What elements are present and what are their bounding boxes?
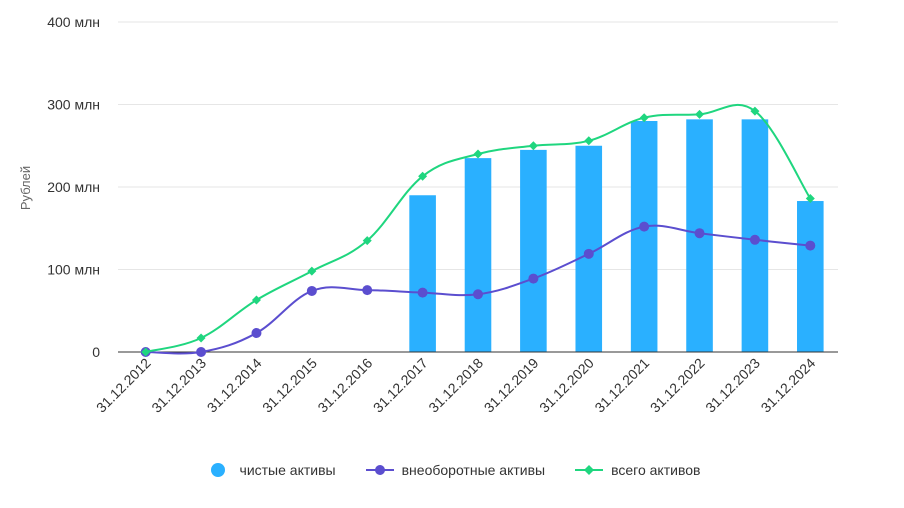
line-point[interactable] — [473, 149, 483, 159]
bar[interactable] — [520, 149, 547, 352]
y-tick-label: 0 — [92, 344, 100, 360]
line-point[interactable] — [196, 347, 207, 357]
legend-label: чистые активы — [239, 462, 336, 478]
y-tick-label: 200 млн — [47, 179, 100, 195]
bar[interactable] — [630, 121, 658, 352]
line-series — [140, 103, 816, 357]
line-point[interactable] — [251, 295, 261, 305]
line-point[interactable] — [695, 109, 705, 119]
line-point[interactable] — [528, 273, 539, 284]
bar[interactable] — [409, 195, 436, 352]
bars-net-assets — [409, 119, 824, 352]
x-axis-ticks: 31.12.201231.12.201331.12.201431.12.2015… — [93, 355, 819, 416]
x-tick-label: 31.12.2017 — [370, 355, 431, 416]
x-tick-label: 31.12.2023 — [702, 355, 763, 416]
line-point[interactable] — [528, 141, 538, 151]
y-tick-label: 400 млн — [47, 14, 100, 30]
line-point[interactable] — [584, 136, 594, 146]
y-tick-label: 300 млн — [47, 97, 100, 113]
line-point[interactable] — [805, 194, 815, 204]
line-point[interactable] — [362, 285, 373, 296]
line-point[interactable] — [141, 347, 151, 357]
line-point[interactable] — [694, 228, 705, 239]
line-point[interactable] — [750, 106, 760, 116]
line-point[interactable] — [583, 248, 594, 259]
y-axis-label: Рублей — [18, 166, 33, 210]
x-tick-label: 31.12.2022 — [647, 355, 708, 416]
y-tick-label: 100 млн — [47, 262, 100, 278]
line-point[interactable] — [196, 333, 206, 343]
line-point[interactable] — [639, 221, 650, 232]
x-tick-label: 31.12.2016 — [314, 355, 375, 416]
legend-circle-line-marker-icon — [365, 463, 394, 477]
line-point[interactable] — [306, 285, 317, 296]
line-point[interactable] — [805, 240, 816, 251]
x-tick-label: 31.12.2024 — [758, 355, 819, 416]
bar[interactable] — [464, 158, 492, 352]
legend-label: внеоборотные активы — [401, 462, 546, 478]
x-tick-label: 31.12.2021 — [591, 355, 652, 416]
x-tick-label: 31.12.2015 — [259, 355, 320, 416]
line-point[interactable] — [362, 236, 372, 246]
line-point[interactable] — [251, 328, 262, 339]
x-tick-label: 31.12.2018 — [425, 355, 486, 416]
x-tick-label: 31.12.2013 — [148, 355, 209, 416]
legend-item-total-assets[interactable]: всего активов — [575, 462, 700, 478]
legend-bar-marker-icon — [204, 463, 232, 477]
legend: чистые активы внеоборотные активы всего … — [0, 462, 904, 478]
line-point[interactable] — [307, 266, 317, 276]
line-point[interactable] — [639, 113, 649, 123]
line-point[interactable] — [417, 287, 428, 298]
bar[interactable] — [797, 201, 824, 352]
legend-label: всего активов — [611, 462, 701, 478]
x-tick-label: 31.12.2012 — [93, 355, 154, 416]
line-point[interactable] — [418, 171, 428, 181]
y-axis-ticks: 0 100 млн 200 млн 300 млн 400 млн — [47, 14, 100, 360]
legend-diamond-line-marker-icon — [575, 463, 604, 477]
x-tick-label: 31.12.2020 — [536, 355, 597, 416]
x-tick-label: 31.12.2014 — [204, 355, 265, 416]
legend-item-net-assets[interactable]: чистые активы — [204, 462, 336, 478]
x-tick-label: 31.12.2019 — [481, 355, 542, 416]
line-point[interactable] — [473, 289, 483, 300]
legend-item-noncurrent-assets[interactable]: внеоборотные активы — [365, 462, 546, 478]
chart: 0 100 млн 200 млн 300 млн 400 млн Рублей 31.… — [18, 14, 838, 416]
line-point[interactable] — [749, 234, 760, 245]
